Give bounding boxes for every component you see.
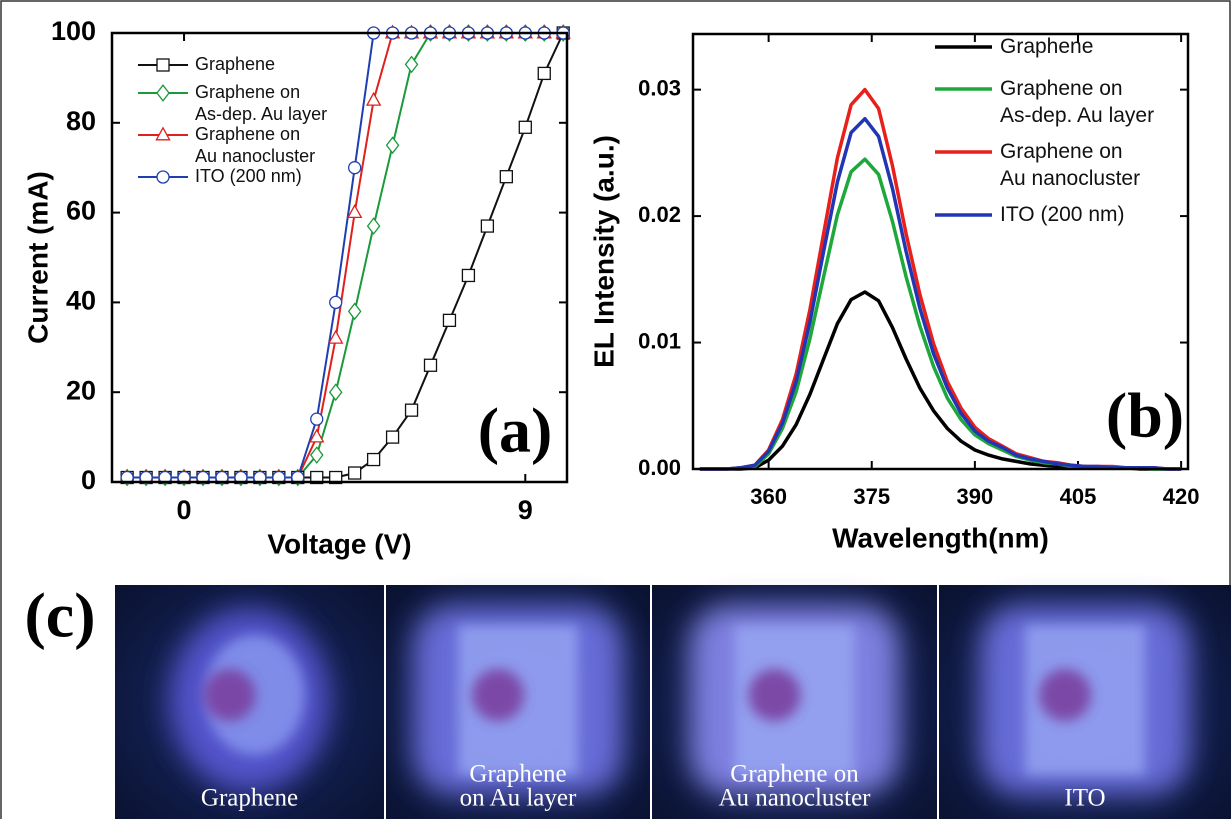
- photo-caption: Graphene: [201, 785, 298, 812]
- y-tick-label: 0.01: [638, 328, 681, 353]
- legend-label: Graphene on Au nanocluster: [1000, 140, 1140, 190]
- x-tick-label: 405: [1060, 484, 1097, 509]
- marker: [234, 470, 248, 485]
- marker: [328, 383, 343, 402]
- marker: [385, 136, 400, 155]
- marker: [346, 204, 363, 219]
- legend-label: Graphene on Au nanocluster: [195, 124, 315, 166]
- photo-contact: [203, 669, 256, 721]
- marker: [329, 295, 343, 310]
- marker: [480, 219, 495, 233]
- photo-caption: ITO: [1064, 785, 1105, 812]
- panel-label: (c): [24, 580, 95, 651]
- chart: 0.00 0.01 0.02 0.03 360 375 390 405 420 Wavelengt…: [588, 32, 1200, 553]
- marker: [253, 470, 267, 485]
- x-tick-label: 0: [177, 495, 192, 525]
- marker: [366, 452, 381, 467]
- marker: [365, 91, 382, 106]
- marker: [404, 55, 419, 74]
- photo-contact: [1039, 669, 1091, 721]
- y-tick-label: 60: [66, 196, 96, 226]
- legend-label: Graphene on As-dep. Au layer: [195, 82, 327, 124]
- marker: [177, 470, 191, 485]
- x-tick-label: 375: [853, 484, 890, 509]
- marker: [385, 430, 400, 444]
- y-tick-label: 0.03: [638, 75, 681, 100]
- marker: [461, 268, 476, 283]
- x-tick-label: 420: [1163, 484, 1200, 509]
- y-axis-title: Current (mA): [22, 171, 53, 344]
- y-tick-label: 0.02: [638, 202, 681, 227]
- x-tick-label: 360: [750, 484, 787, 509]
- y-tick-label: 80: [66, 106, 96, 136]
- marker: [156, 84, 170, 102]
- marker: [272, 470, 286, 485]
- series-line: [699, 116, 1182, 471]
- legend-label: Graphene: [1000, 35, 1093, 58]
- photo-caption: Graphene: [469, 761, 566, 788]
- photo-caption: on Au layer: [460, 785, 577, 812]
- panel-label: (a): [478, 395, 553, 466]
- legend-label: ITO (200 nm): [1000, 203, 1124, 226]
- marker: [309, 446, 324, 464]
- marker: [215, 470, 229, 485]
- marker: [156, 58, 170, 72]
- marker: [423, 358, 438, 372]
- photo-contact: [748, 669, 801, 721]
- marker: [366, 217, 381, 235]
- marker: [347, 302, 362, 321]
- marker: [139, 470, 153, 485]
- marker: [348, 466, 362, 480]
- y-tick-label: 0: [81, 465, 96, 495]
- photo-caption: Au nanocluster: [718, 785, 871, 812]
- legend-label: Graphene: [195, 54, 275, 74]
- marker: [310, 470, 324, 485]
- legend-label: Graphene on As-dep. Au layer: [1000, 77, 1154, 127]
- photo-contact: [472, 669, 524, 721]
- marker: [158, 470, 172, 485]
- marker: [348, 161, 362, 175]
- plot-frame: [110, 31, 569, 484]
- marker: [156, 170, 170, 184]
- plot-frame: [691, 32, 1190, 471]
- legend-label: ITO (200 nm): [195, 166, 302, 186]
- y-tick-label: 100: [51, 16, 96, 46]
- y-tick-label: 20: [66, 375, 96, 405]
- marker: [328, 329, 344, 344]
- marker: [329, 470, 343, 485]
- chart: 0 20 40 60 80 100 0 9 Voltage (V) Current (mA) Gra…: [22, 16, 571, 559]
- marker: [309, 428, 325, 443]
- marker: [196, 470, 210, 485]
- y-tick-label: 40: [66, 286, 96, 316]
- photo-caption: Graphene on: [730, 761, 859, 788]
- marker: [120, 470, 134, 485]
- marker: [518, 120, 532, 134]
- x-tick-label: 390: [957, 484, 994, 509]
- marker: [537, 66, 551, 81]
- marker: [310, 412, 324, 426]
- marker: [291, 470, 305, 485]
- panel-label: (b): [1106, 380, 1184, 451]
- marker: [499, 170, 513, 184]
- y-axis-title: EL Intensity (a.u.): [588, 135, 619, 368]
- y-tick-label: 0.00: [638, 455, 681, 480]
- x-axis-title: Wavelength(nm): [832, 522, 1049, 553]
- x-axis-title: Voltage (V): [267, 528, 411, 559]
- marker: [155, 126, 171, 141]
- marker: [442, 313, 457, 328]
- marker: [404, 403, 419, 417]
- x-tick-label: 9: [518, 495, 533, 525]
